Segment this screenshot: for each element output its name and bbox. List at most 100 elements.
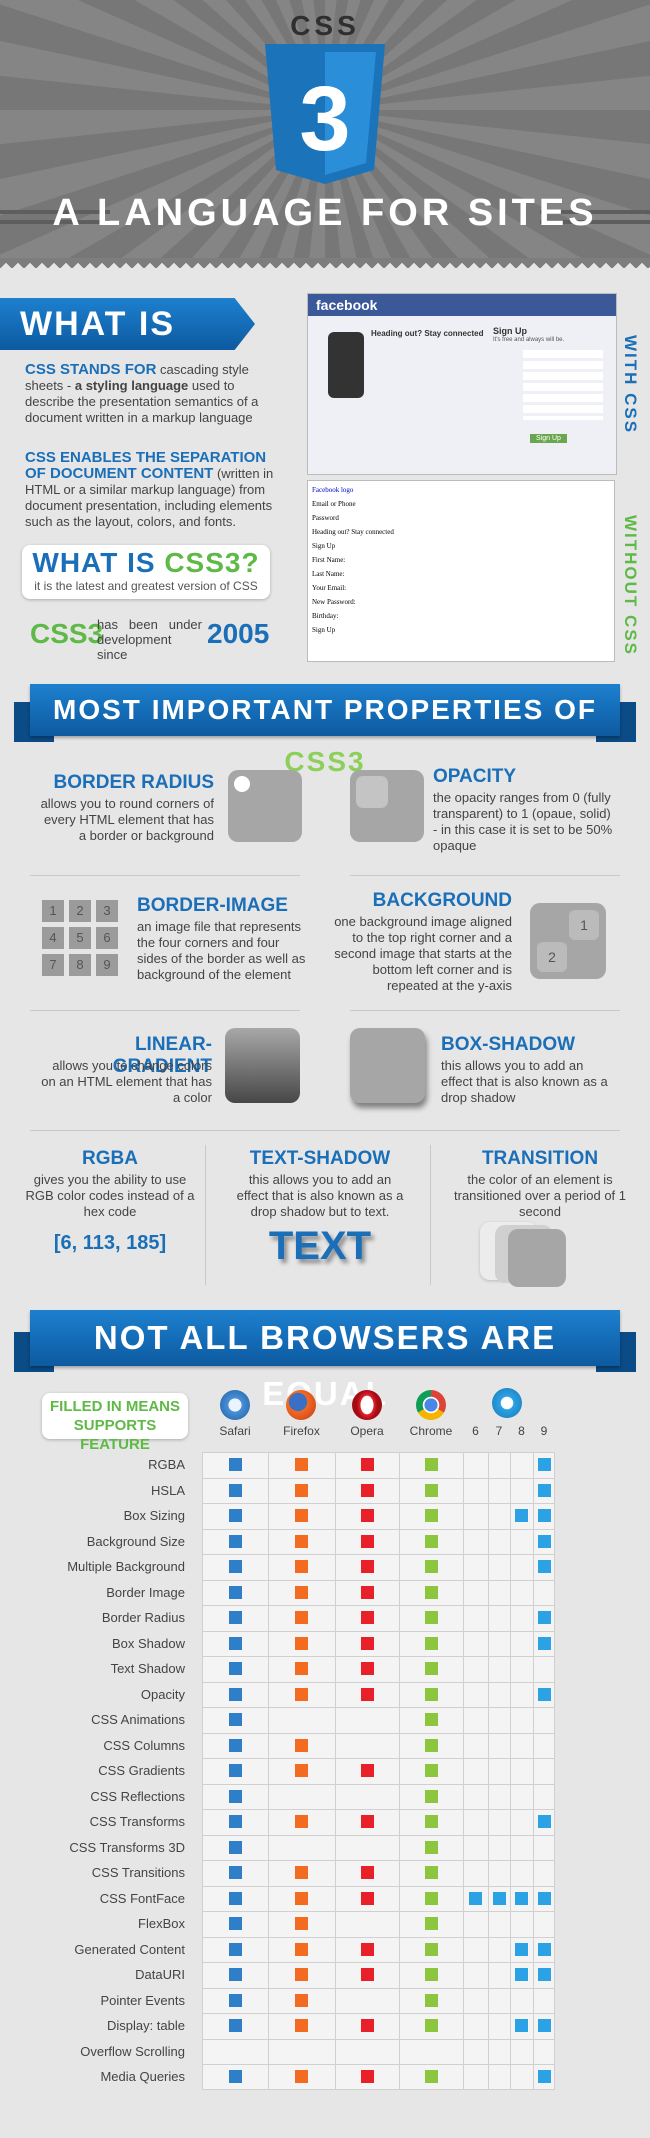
table-bg	[202, 1452, 555, 2090]
opera-icon	[352, 1390, 382, 1420]
plain-line: Sign Up	[312, 626, 336, 634]
support-mark	[424, 1738, 438, 1752]
support-mark	[295, 2019, 308, 2033]
support-mark	[360, 2070, 374, 2084]
logo-number: 3	[299, 68, 350, 170]
row-line	[202, 1528, 555, 1530]
support-mark	[537, 1815, 551, 1829]
support-mark	[295, 1942, 308, 1956]
support-mark	[228, 1662, 242, 1676]
support-mark	[228, 1942, 242, 1956]
prop-title: TEXT-SHADOW	[249, 1148, 391, 1169]
logo-shield: 3	[265, 44, 385, 184]
legend: FILLED IN MEANS SUPPORTS FEATURE	[42, 1393, 188, 1453]
prop-text: this allows you to add an effect that is…	[441, 1058, 608, 1105]
feature-label: Multiple Background	[67, 1559, 185, 1574]
support-mark	[295, 1509, 308, 1523]
plain-line: Email or Phone	[312, 500, 356, 508]
feature-label: CSS Reflections	[90, 1788, 185, 1804]
feature-label: Box Shadow	[112, 1635, 185, 1651]
divider	[430, 1145, 431, 1285]
column-line	[268, 1452, 269, 2090]
feature-label: CSS Transitions	[91, 1865, 185, 1880]
support-mark	[360, 1662, 374, 1676]
row-line	[202, 1962, 555, 1963]
support-mark	[360, 1611, 374, 1625]
row-line	[202, 1809, 555, 1810]
support-mark	[537, 1534, 551, 1548]
fb-signup: Sign Up	[493, 326, 527, 336]
shadow-sample	[350, 1028, 425, 1103]
support-mark	[537, 1891, 551, 1905]
row-line	[202, 1911, 555, 1912]
support-mark	[515, 2019, 528, 2033]
stripe	[0, 220, 110, 224]
without-label: WITHOUT CSS	[621, 515, 640, 656]
logo-text: CSS	[290, 10, 360, 41]
support-mark	[360, 1560, 374, 1574]
plain-line: New Password:	[312, 598, 356, 606]
support-mark	[537, 1611, 551, 1625]
prop-title: BORDER RADIUS	[53, 772, 214, 793]
screenshot-with-css: facebook Heading out? Stay connected Sig…	[307, 293, 617, 475]
page-title: A LANGUAGE FOR SITES	[52, 192, 598, 234]
support-mark	[228, 1611, 242, 1625]
feature-label: Display: table	[106, 2018, 185, 2033]
column-line	[463, 1452, 464, 2090]
grid-cell: 5	[69, 927, 91, 949]
prop-text: the color of an element is transitioned …	[454, 1172, 626, 1219]
support-mark	[537, 1509, 551, 1523]
column-line	[533, 1452, 534, 2090]
support-mark	[295, 1738, 308, 1752]
gradient-sample	[225, 1028, 300, 1103]
prop-title: BACKGROUND	[372, 890, 512, 911]
support-mark	[360, 2019, 374, 2033]
support-mark	[228, 1713, 242, 1727]
feature-label: CSS Transforms 3D	[69, 1839, 185, 1855]
prop-text: the opacity ranges from 0 (fully transpa…	[433, 790, 613, 853]
fb-free: It's free and always will be.	[493, 337, 565, 343]
browser-name: 6	[472, 1424, 479, 1438]
support-mark	[424, 1764, 438, 1778]
support-mark	[515, 1891, 528, 1905]
css3-box: WHAT IS CSS3? it is the latest and great…	[22, 545, 270, 599]
support-mark	[424, 1866, 438, 1880]
feature-label: DataURI	[135, 1967, 185, 1982]
support-mark	[424, 1636, 438, 1650]
feature-label: CSS Columns	[103, 1737, 185, 1753]
row-line	[202, 2013, 555, 2014]
prop-text: allows you to round corners of every HTM…	[40, 796, 214, 843]
emphasis: CSS ENABLES THE SEPARATION OF DOCUMENT C…	[25, 449, 267, 482]
plain-line: Sign Up	[312, 542, 336, 550]
support-mark	[228, 1891, 242, 1905]
row-line	[202, 1885, 555, 1887]
feature-label: Border Image	[106, 1584, 185, 1600]
plain-line: Password	[312, 514, 339, 522]
support-mark	[424, 1611, 438, 1625]
bg-image: 2	[537, 942, 567, 972]
phone	[328, 332, 364, 398]
grid-cell: 4	[42, 927, 64, 949]
support-mark	[228, 1534, 242, 1548]
support-mark	[360, 1942, 374, 1956]
intro-para: CSS STANDS FOR cascading style sheets - …	[25, 362, 280, 426]
browser-name: Safari	[219, 1424, 251, 1438]
row-line	[202, 1554, 555, 1555]
rgba-value: [6, 113, 185]	[53, 1232, 167, 1254]
intro-para: CSS ENABLES THE SEPARATION OF DOCUMENT C…	[25, 450, 280, 530]
column-line	[488, 1452, 489, 2090]
support-mark	[424, 1458, 438, 1472]
text: MOST IMPORTANT PROPERTIES OF	[53, 694, 597, 725]
support-mark	[537, 1483, 551, 1497]
row-line	[202, 1477, 555, 1479]
shield-half	[325, 52, 376, 175]
prop-text: this allows you to add an effect that is…	[236, 1172, 404, 1219]
text: WHAT IS	[32, 547, 165, 578]
plain-line: First Name:	[312, 556, 346, 564]
support-mark	[360, 1636, 374, 1650]
grid-cell: 3	[96, 900, 118, 922]
row-line	[202, 1834, 555, 1836]
support-mark	[228, 1687, 242, 1701]
